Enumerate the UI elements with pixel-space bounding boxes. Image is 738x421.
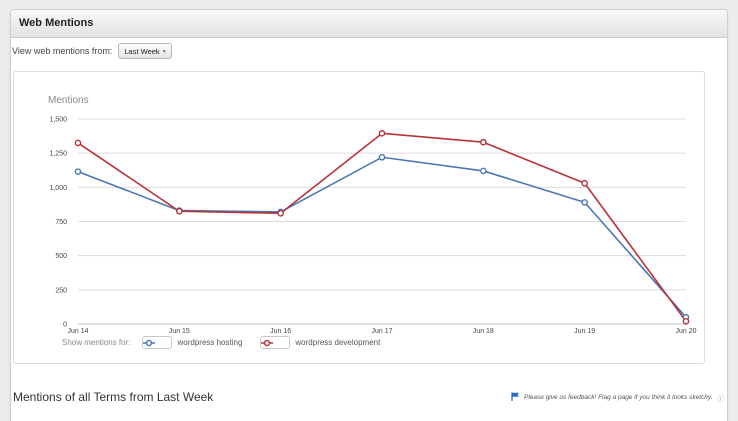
y-tick-label: 1,250 xyxy=(49,151,67,158)
series-line-wordpress-development xyxy=(77,132,687,322)
help-icon[interactable]: ⓘ xyxy=(717,395,725,403)
chart-title: Mentions xyxy=(48,95,89,106)
y-tick-label: 1,000 xyxy=(49,185,67,192)
x-tick-label: Jun 14 xyxy=(67,328,88,335)
y-tick-label: 1,500 xyxy=(49,117,67,124)
y-tick-label: 0 xyxy=(63,322,67,329)
data-point[interactable] xyxy=(581,179,588,187)
chevron-down-icon: ▾ xyxy=(162,48,166,55)
legend-label: Show mentions for: xyxy=(62,338,131,347)
x-tick-label: Jun 18 xyxy=(473,328,494,335)
filter-row: View web mentions from: Last Week ▾ xyxy=(12,43,172,59)
mentions-chart: Mentions 0 250 500 750 1,000 1,250 1,500 Jun 14… xyxy=(13,71,705,364)
x-tick-label: Jun 16 xyxy=(270,328,291,335)
legend-toggle-development[interactable] xyxy=(260,336,291,349)
x-tick-label: Jun 19 xyxy=(574,328,595,335)
chart-svg: Mentions 0 250 500 750 1,000 1,250 1,500 Jun 14… xyxy=(48,95,697,335)
data-point[interactable] xyxy=(581,199,588,206)
data-point[interactable] xyxy=(480,167,487,175)
period-select[interactable]: Last Week ▾ xyxy=(118,43,172,59)
legend-text-hosting: wordpress hosting xyxy=(177,338,243,347)
x-tick-label: Jun 20 xyxy=(675,328,696,335)
x-tick-label: Jun 17 xyxy=(371,328,392,335)
period-select-value: Last Week xyxy=(124,46,160,56)
data-point[interactable] xyxy=(378,153,386,161)
legend-item-wordpress-development[interactable]: wordpress development xyxy=(260,336,380,349)
y-tick-label: 500 xyxy=(55,253,67,260)
legend-text-development: wordpress development xyxy=(295,338,381,347)
feedback-text: Please give us feedback! Flag a page if … xyxy=(524,394,713,401)
data-point[interactable] xyxy=(682,317,690,325)
data-point[interactable] xyxy=(74,139,82,147)
data-point[interactable] xyxy=(277,209,284,217)
lower-section-title: Mentions of all Terms from Last Week xyxy=(13,390,214,404)
panel-title: Web Mentions xyxy=(11,10,727,38)
data-point[interactable] xyxy=(74,168,82,175)
series-line-wordpress-hosting xyxy=(77,156,687,318)
data-point[interactable] xyxy=(378,130,386,137)
legend-toggle-hosting[interactable] xyxy=(142,336,173,349)
x-tick-label: Jun 15 xyxy=(169,328,190,335)
data-point[interactable] xyxy=(480,138,487,146)
chart-legend: Show mentions for: wordpress hosting wor… xyxy=(62,336,398,349)
legend-item-wordpress-hosting[interactable]: wordpress hosting xyxy=(142,336,242,349)
feedback-note: Please give us feedback! Flag a page if … xyxy=(511,392,724,403)
filter-label: View web mentions from: xyxy=(12,46,113,56)
y-tick-label: 750 xyxy=(55,219,67,226)
y-tick-label: 250 xyxy=(55,287,67,294)
data-point[interactable] xyxy=(176,207,183,215)
flag-icon[interactable] xyxy=(511,392,520,403)
